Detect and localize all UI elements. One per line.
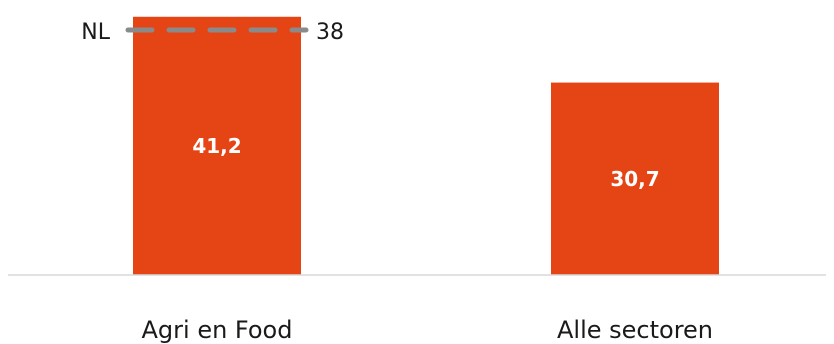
category-label-1: Agri en Food	[142, 316, 293, 344]
category-label-2: Alle sectoren	[557, 316, 713, 344]
data-labels-group: 41,2 30,7	[192, 134, 659, 191]
bar-1	[133, 16, 301, 275]
reference-line-value-label: 38	[316, 20, 344, 45]
bars-group	[133, 16, 719, 276]
data-label-2: 30,7	[610, 167, 659, 191]
reference-line-label: NL	[81, 20, 110, 45]
category-labels-group: Agri en Food Alle sectoren	[142, 316, 714, 344]
data-label-1: 41,2	[192, 134, 241, 158]
bar-2	[551, 82, 719, 276]
